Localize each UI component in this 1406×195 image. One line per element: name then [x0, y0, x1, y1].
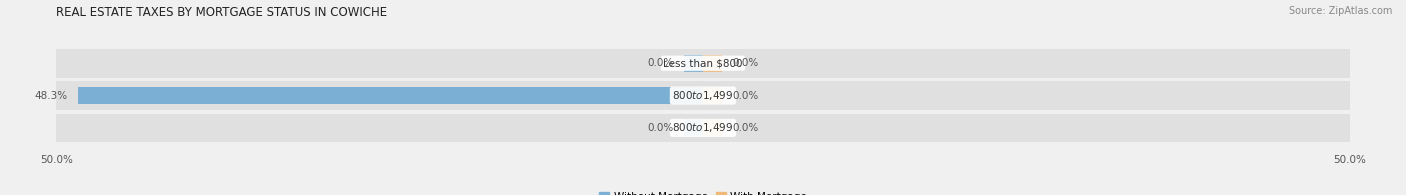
Bar [56, 81, 1350, 110]
Bar [703, 120, 723, 136]
Bar [79, 87, 703, 104]
Text: 0.0%: 0.0% [733, 90, 759, 101]
Legend: Without Mortgage, With Mortgage: Without Mortgage, With Mortgage [595, 187, 811, 195]
Bar [56, 49, 1350, 78]
Bar [703, 55, 723, 72]
Text: 48.3%: 48.3% [35, 90, 67, 101]
Text: Source: ZipAtlas.com: Source: ZipAtlas.com [1288, 6, 1392, 16]
Text: Less than $800: Less than $800 [664, 58, 742, 68]
Bar [683, 120, 703, 136]
Text: REAL ESTATE TAXES BY MORTGAGE STATUS IN COWICHE: REAL ESTATE TAXES BY MORTGAGE STATUS IN … [56, 6, 388, 19]
Text: 0.0%: 0.0% [647, 123, 673, 133]
Text: 0.0%: 0.0% [647, 58, 673, 68]
Bar [683, 55, 703, 72]
Text: $800 to $1,499: $800 to $1,499 [672, 89, 734, 102]
Text: $800 to $1,499: $800 to $1,499 [672, 121, 734, 134]
Bar [56, 113, 1350, 142]
Text: 0.0%: 0.0% [733, 123, 759, 133]
Bar [703, 87, 723, 104]
Text: 0.0%: 0.0% [733, 58, 759, 68]
